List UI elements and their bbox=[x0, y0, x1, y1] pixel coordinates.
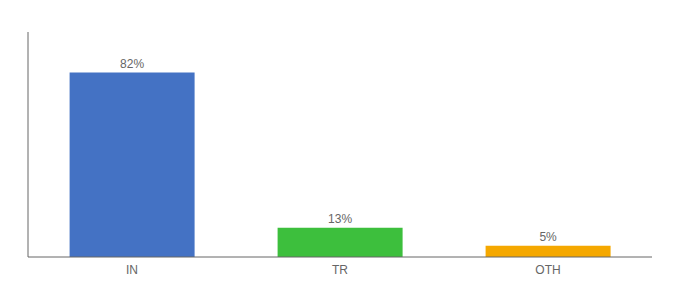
svg-text:5%: 5% bbox=[539, 230, 557, 244]
svg-text:OTH: OTH bbox=[535, 263, 560, 277]
svg-text:TR: TR bbox=[332, 263, 348, 277]
svg-text:13%: 13% bbox=[328, 212, 352, 226]
svg-text:82%: 82% bbox=[120, 57, 144, 71]
svg-text:IN: IN bbox=[126, 263, 138, 277]
